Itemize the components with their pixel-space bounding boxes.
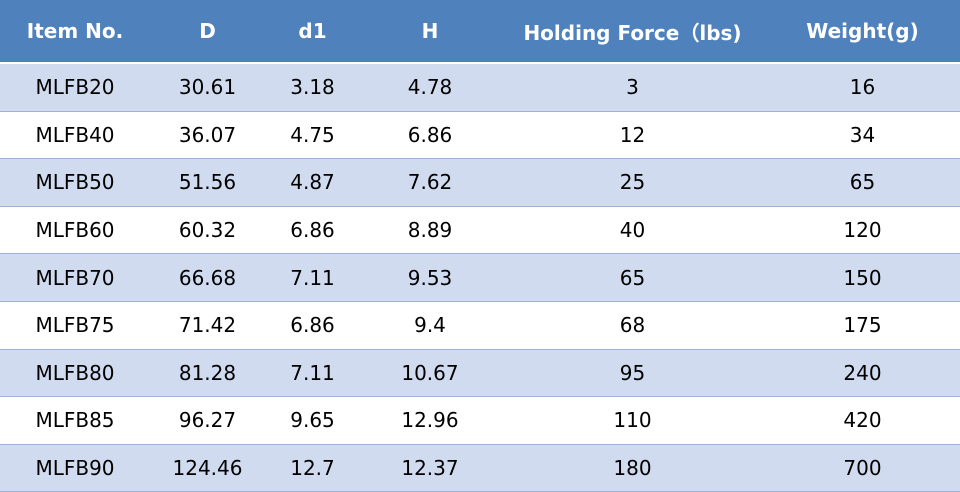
table-cell: 4.78: [360, 63, 500, 112]
table-cell: 180: [500, 444, 765, 492]
table-row: MLFB75 71.42 6.86 9.4 68 175: [0, 301, 960, 350]
table-cell: 240: [765, 349, 960, 398]
table-cell: MLFB20: [0, 63, 150, 112]
table-cell: 6.86: [265, 301, 360, 350]
table-cell: 7.11: [265, 349, 360, 398]
header-cell: Weight(g): [765, 0, 960, 64]
table-cell: 9.65: [265, 396, 360, 445]
table-row: MLFB70 66.68 7.11 9.53 65 150: [0, 253, 960, 302]
table-cell: MLFB75: [0, 301, 150, 350]
table-cell: 4.87: [265, 158, 360, 207]
table-cell: 16: [765, 63, 960, 112]
table-cell: 12.7: [265, 444, 360, 492]
table-cell: 95: [500, 349, 765, 398]
header-cell: d1: [265, 0, 360, 64]
table-row: MLFB80 81.28 7.11 10.67 95 240: [0, 349, 960, 398]
table-cell: 6.86: [360, 111, 500, 160]
table-cell: MLFB80: [0, 349, 150, 398]
table-cell: 150: [765, 253, 960, 302]
table-body: MLFB20 30.61 3.18 4.78 3 16 MLFB40 36.07 4.75 6.8…: [0, 63, 960, 492]
table-cell: 8.89: [360, 206, 500, 255]
table-cell: 175: [765, 301, 960, 350]
table-cell: MLFB50: [0, 158, 150, 207]
table-cell: 10.67: [360, 349, 500, 398]
table-cell: 96.27: [150, 396, 265, 445]
header-cell: Holding Force（lbs): [500, 0, 765, 64]
table-cell: MLFB90: [0, 444, 150, 492]
table-cell: MLFB70: [0, 253, 150, 302]
header-cell: Item No.: [0, 0, 150, 64]
table-cell: 3.18: [265, 63, 360, 112]
table-cell: 700: [765, 444, 960, 492]
header-cell: D: [150, 0, 265, 64]
table-cell: 12.96: [360, 396, 500, 445]
table-cell: 30.61: [150, 63, 265, 112]
table-cell: 25: [500, 158, 765, 207]
header-cell: H: [360, 0, 500, 64]
table-cell: MLFB85: [0, 396, 150, 445]
table-cell: 110: [500, 396, 765, 445]
table-cell: 81.28: [150, 349, 265, 398]
table-cell: 51.56: [150, 158, 265, 207]
table-cell: 65: [500, 253, 765, 302]
table-cell: 12: [500, 111, 765, 160]
table-cell: 120: [765, 206, 960, 255]
table-row: MLFB85 96.27 9.65 12.96 110 420: [0, 396, 960, 445]
table-cell: 6.86: [265, 206, 360, 255]
table-cell: 4.75: [265, 111, 360, 160]
table-cell: 68: [500, 301, 765, 350]
table-cell: 40: [500, 206, 765, 255]
table-cell: 60.32: [150, 206, 265, 255]
table-cell: 66.68: [150, 253, 265, 302]
table-cell: MLFB60: [0, 206, 150, 255]
table-cell: 34: [765, 111, 960, 160]
table-row: MLFB20 30.61 3.18 4.78 3 16: [0, 63, 960, 112]
table-cell: 420: [765, 396, 960, 445]
table-cell: 12.37: [360, 444, 500, 492]
table-cell: 7.11: [265, 253, 360, 302]
table-cell: 124.46: [150, 444, 265, 492]
table-cell: 71.42: [150, 301, 265, 350]
table-cell: 36.07: [150, 111, 265, 160]
table-cell: 7.62: [360, 158, 500, 207]
table-row: MLFB40 36.07 4.75 6.86 12 34: [0, 111, 960, 160]
table-cell: 9.4: [360, 301, 500, 350]
table-row: MLFB60 60.32 6.86 8.89 40 120: [0, 206, 960, 255]
table-row: MLFB50 51.56 4.87 7.62 25 65: [0, 158, 960, 207]
table-cell: 65: [765, 158, 960, 207]
table-cell: MLFB40: [0, 111, 150, 160]
table-cell: 3: [500, 63, 765, 112]
table-cell: 9.53: [360, 253, 500, 302]
table-row: MLFB90 124.46 12.7 12.37 180 700: [0, 444, 960, 492]
